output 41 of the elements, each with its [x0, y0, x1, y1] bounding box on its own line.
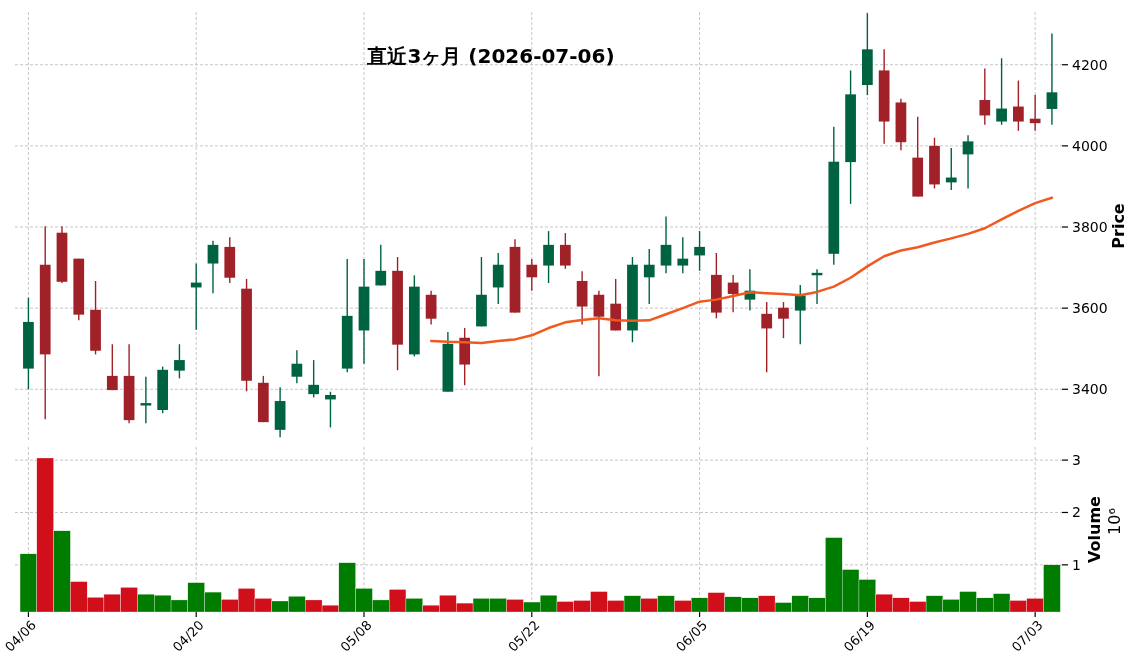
- candlestick: [794, 284, 806, 345]
- candlestick: [694, 230, 705, 272]
- y-tick-label: 2: [1072, 504, 1081, 521]
- candlestick: [291, 349, 303, 384]
- candlestick: [643, 248, 655, 305]
- candlestick: [660, 215, 672, 274]
- line-series: [429, 196, 1054, 345]
- candlestick: [140, 376, 152, 425]
- y-axis-title: Price: [1109, 203, 1128, 249]
- y-tick-label: 4000: [1072, 137, 1108, 154]
- candlestick: [543, 230, 554, 284]
- candlestick: [962, 134, 974, 190]
- candlestick: [593, 290, 605, 378]
- candlestick: [559, 232, 571, 270]
- candlestick: [1013, 79, 1024, 132]
- candlestick: [761, 301, 773, 373]
- candlestick: [526, 258, 538, 292]
- candlestick: [325, 391, 336, 429]
- candlestick: [207, 240, 219, 294]
- candlestick: [996, 57, 1007, 126]
- candlestick: [1046, 32, 1058, 126]
- y-tick-label: 4200: [1072, 56, 1108, 73]
- candlestick: [375, 244, 387, 287]
- candlestick: [106, 343, 118, 391]
- y-tick-label: 3800: [1072, 219, 1108, 236]
- y-tick-label: 3600: [1072, 300, 1108, 317]
- text: 直近3ヶ月 (2026-07-06): [366, 44, 615, 68]
- candlestick: [174, 343, 185, 380]
- text: 10⁶: [1105, 508, 1124, 535]
- y-axis-title: Volume: [1085, 495, 1104, 563]
- candlestick: [778, 301, 789, 339]
- y-tick-label: 1: [1072, 556, 1081, 573]
- candlestick: [677, 236, 689, 274]
- y-tick-label: 3400: [1072, 381, 1108, 398]
- candlestick: [308, 359, 320, 399]
- candlestick: [1029, 94, 1041, 132]
- candlestick: [727, 274, 739, 313]
- candlestick: [425, 290, 437, 326]
- candlestick: [492, 252, 504, 305]
- y-tick-label: 3: [1072, 452, 1081, 469]
- candlestick: [979, 67, 991, 126]
